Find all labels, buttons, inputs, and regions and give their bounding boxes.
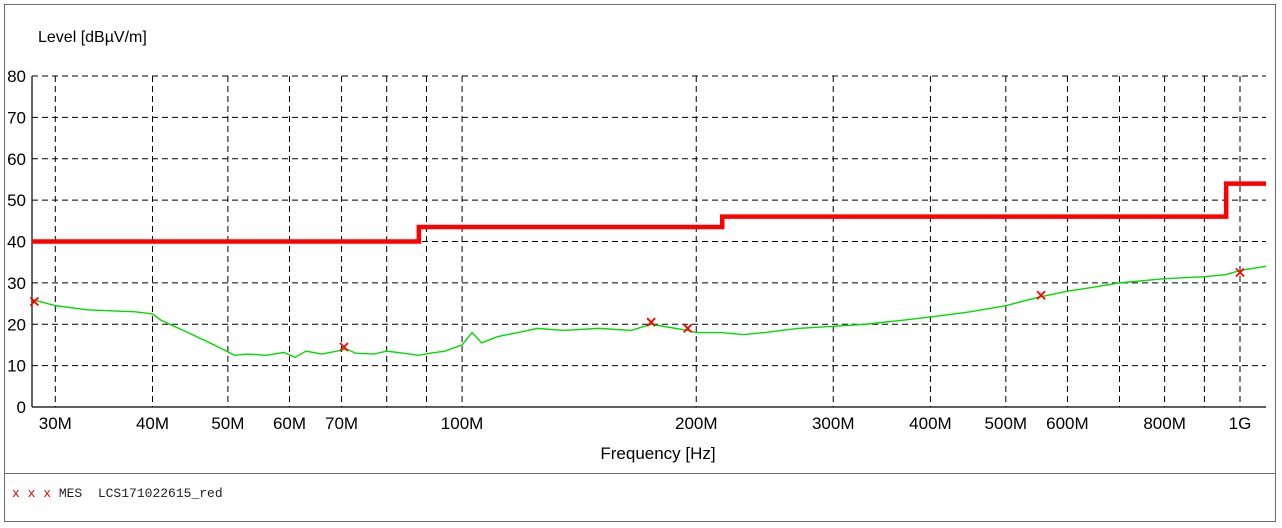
x-tick-label: 600M — [1046, 414, 1089, 433]
labels: Level [dBµV/m] Frequency [Hz] — [38, 29, 716, 463]
marker-stroke — [29, 296, 40, 307]
y-tick-label: 80 — [7, 67, 26, 86]
x-tick-label: 500M — [985, 414, 1028, 433]
x-tick-label: 1G — [1229, 414, 1252, 433]
y-tick-label: 20 — [7, 315, 26, 334]
marker-stroke — [646, 317, 656, 327]
legend-markers: x x x — [12, 486, 52, 501]
y-tick-label: 50 — [7, 191, 26, 210]
legend: x x x MES LCS171022615_red — [12, 486, 223, 501]
marker-stroke — [1235, 267, 1245, 278]
x-tick-label: 60M — [273, 414, 306, 433]
y-tick-label: 70 — [7, 108, 26, 127]
y-tick-label: 10 — [7, 357, 26, 376]
y-tick-label: 0 — [17, 398, 26, 417]
y-tick-label: 60 — [7, 150, 26, 169]
scan-trace — [31, 265, 1267, 359]
measurement-marker — [29, 296, 40, 307]
y-tick-label: 30 — [7, 274, 26, 293]
marker-stroke — [339, 342, 349, 352]
x-tick-label: 800M — [1143, 414, 1186, 433]
axes: 0 10 20 30 40 50 60 70 80 30M 40M 50M 60M 70M 100M 200M… — [7, 67, 1266, 433]
legend-divider — [4, 473, 1276, 474]
measurement-marker — [1036, 290, 1046, 300]
x-tick-label: 40M — [136, 414, 169, 433]
x-axis-label: Frequency [Hz] — [600, 444, 715, 463]
x-tick-label: 200M — [675, 414, 718, 433]
marker-stroke — [1036, 290, 1046, 300]
x-tick-label: 50M — [211, 414, 244, 433]
marker-stroke — [683, 323, 693, 334]
x-tick-label: 70M — [325, 414, 358, 433]
series — [29, 181, 1267, 359]
measurement-marker — [1235, 267, 1245, 278]
chart-frame — [4, 4, 1276, 522]
measurement-marker — [683, 323, 693, 334]
legend-text: MES LCS171022615_red — [58, 486, 223, 501]
measurement-marker — [339, 342, 349, 352]
measurement-marker — [646, 317, 656, 327]
x-tick-label: 400M — [909, 414, 952, 433]
y-axis-label: Level [dBµV/m] — [38, 29, 147, 46]
limit-line — [32, 181, 1266, 244]
x-tick-label: 100M — [441, 414, 484, 433]
x-tick-label: 300M — [812, 414, 855, 433]
y-tick-label: 40 — [7, 233, 26, 252]
x-tick-label: 30M — [39, 414, 72, 433]
